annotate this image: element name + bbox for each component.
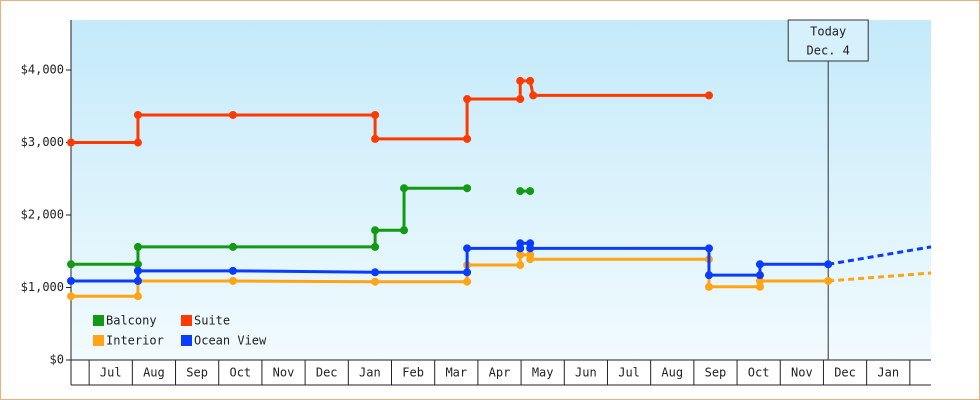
y-tick-label: $3,000	[21, 135, 64, 149]
point	[400, 184, 409, 193]
point	[463, 244, 472, 253]
x-tick-label: Feb	[402, 366, 424, 380]
x-tick-label: Sep	[705, 366, 727, 380]
x-tick-label: May	[532, 366, 554, 380]
point	[400, 226, 409, 235]
x-tick-label: Nov	[273, 366, 295, 380]
point	[228, 276, 237, 285]
x-tick-label: Apr	[489, 366, 511, 380]
point	[516, 250, 525, 259]
point	[463, 268, 472, 277]
point	[463, 184, 472, 193]
legend-label: Interior	[106, 334, 164, 348]
forecast-line	[828, 271, 932, 283]
x-tick-label: Nov	[791, 366, 813, 380]
point	[133, 276, 142, 285]
point	[67, 276, 75, 285]
x-tick-label: Aug	[661, 366, 683, 380]
x-tick-label: Dec	[834, 366, 856, 380]
today-label: Today	[810, 25, 846, 39]
y-tick-label: $2,000	[21, 208, 64, 222]
point	[824, 260, 833, 269]
point	[371, 110, 380, 119]
point	[704, 282, 713, 291]
point	[704, 91, 713, 100]
point	[704, 271, 713, 280]
point	[516, 239, 525, 248]
point	[371, 226, 380, 235]
point	[463, 95, 472, 104]
point	[371, 134, 380, 143]
x-tick-label: Jul	[618, 366, 640, 380]
point	[133, 138, 142, 147]
point	[704, 244, 713, 253]
point	[755, 271, 764, 280]
series-line	[71, 253, 829, 298]
x-tick-label: Dec	[316, 366, 338, 380]
point	[67, 138, 75, 147]
legend-swatch	[181, 315, 192, 326]
x-tick-label: Jul	[100, 366, 122, 380]
x-tick-label: Oct	[229, 366, 251, 380]
point	[516, 187, 525, 196]
x-tick-label: Mar	[445, 366, 467, 380]
point	[133, 260, 142, 269]
x-tick-label: Jan	[359, 366, 381, 380]
y-tick-label: $4,000	[21, 63, 64, 77]
point	[526, 76, 535, 85]
point	[755, 260, 764, 269]
point	[526, 244, 535, 253]
point	[228, 242, 237, 251]
point	[67, 292, 75, 301]
legend-label: Suite	[194, 314, 230, 328]
point	[371, 268, 380, 277]
plot-area	[71, 20, 931, 360]
point	[463, 277, 472, 286]
legend-swatch	[181, 335, 192, 346]
x-tick-label: Jun	[575, 366, 597, 380]
point	[371, 242, 380, 251]
x-tick-label: Oct	[748, 366, 770, 380]
point	[516, 76, 525, 85]
point	[526, 255, 535, 264]
point	[516, 95, 525, 104]
point	[371, 277, 380, 286]
legend-swatch	[93, 335, 104, 346]
point	[526, 187, 535, 196]
point	[67, 260, 75, 269]
legend-swatch	[93, 315, 104, 326]
y-tick-label: $1,000	[21, 280, 64, 294]
x-tick-label: Sep	[186, 366, 208, 380]
y-tick-label: $0	[50, 353, 64, 367]
x-tick-label: Aug	[143, 366, 165, 380]
point	[133, 110, 142, 119]
legend-label: Ocean View	[194, 334, 267, 348]
point	[228, 110, 237, 119]
point	[516, 261, 525, 270]
legend-label: Balcony	[106, 314, 157, 328]
point	[824, 276, 833, 285]
today-label: Dec. 4	[807, 44, 850, 58]
point	[529, 91, 538, 100]
point	[463, 134, 472, 143]
point	[133, 292, 142, 301]
point	[755, 282, 764, 291]
point	[755, 276, 764, 285]
point	[133, 266, 142, 275]
forecast-line	[827, 245, 932, 266]
x-tick-label: Jan	[877, 366, 899, 380]
point	[228, 266, 237, 275]
today-box	[787, 19, 869, 62]
point	[133, 242, 142, 251]
